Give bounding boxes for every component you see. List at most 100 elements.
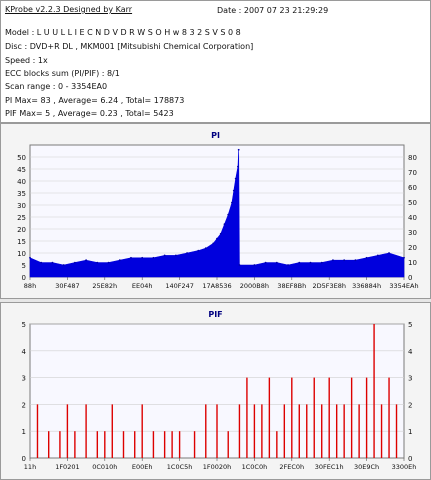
x-tick-label: E00Eh	[132, 463, 153, 471]
pi-data-point	[62, 264, 65, 266]
pi-data-point	[298, 261, 301, 264]
pi-data-point	[275, 261, 278, 264]
x-tick-label: 3300Eh	[392, 463, 417, 471]
y-left-tick-label: 35	[17, 190, 26, 198]
x-tick-label: 0C010h	[92, 463, 117, 471]
pi-data-point	[403, 256, 405, 259]
pi-data-point	[186, 252, 188, 254]
y-left-tick-label: 1	[22, 428, 26, 436]
pi-data-point	[237, 165, 239, 168]
pi-data-point	[237, 148, 240, 151]
x-tick-label: 1F0020h	[203, 463, 232, 471]
y-right-tick-label: 50	[408, 199, 417, 207]
y-right-tick-label: 80	[408, 154, 417, 162]
y-left-tick-label: 0	[22, 274, 26, 282]
x-tick-label: 30E9Ch	[354, 463, 379, 471]
pi-data-point	[163, 254, 166, 257]
ecc-info: ECC blocks sum (PI/PIF) : 8/1	[5, 69, 120, 78]
pi-data-point	[320, 261, 323, 264]
pi-data-point	[212, 242, 215, 245]
y-left-tick-label: 10	[17, 250, 26, 258]
pi-data-point	[130, 256, 132, 259]
y-left-tick-label: 5	[22, 321, 26, 329]
pi-data-point	[231, 201, 233, 204]
y-left-tick-label: 0	[22, 455, 26, 463]
pi-chart: PI 0 5 10 15 20 25 30 35 40 45 50 0 10 20 30 40 50 60 70 80 8…	[0, 123, 431, 299]
pi-data-point	[51, 261, 54, 264]
pi-data-point	[141, 256, 144, 259]
x-tick-label: 336884h	[352, 282, 381, 290]
y-right-tick-label: 0	[408, 274, 412, 282]
pi-data-point	[73, 261, 76, 264]
pi-data-point	[264, 261, 267, 264]
pi-data-point	[107, 261, 110, 264]
pi-data-point	[388, 252, 390, 254]
y-left-tick-label: 3	[22, 375, 26, 383]
y-left-tick-label: 40	[17, 178, 26, 186]
x-tick-label: 1F0201	[55, 463, 79, 471]
x-tick-label: 30FEC1h	[315, 463, 344, 471]
pi-data-point	[309, 261, 312, 264]
chart-title: PIF	[208, 310, 222, 319]
y-left-tick-label: 25	[17, 214, 26, 222]
pi-data-point	[253, 264, 256, 266]
y-left-tick-label: 15	[17, 238, 26, 246]
pi-data-point	[354, 259, 357, 262]
x-tick-label: 11h	[24, 463, 36, 471]
pi-data-point	[85, 259, 87, 262]
info-panel: KProbe v2.2.3 Designed by Karr Date : 20…	[0, 0, 431, 123]
y-right-tick-label: 2	[408, 401, 412, 409]
pi-data-point	[152, 256, 155, 259]
y-right-tick-label: 4	[408, 348, 413, 356]
speed-info: Speed : 1x	[5, 56, 48, 65]
x-tick-label: 2FEC0h	[279, 463, 304, 471]
x-tick-label: 88h	[24, 282, 36, 290]
y-right-tick-label: 30	[408, 229, 417, 237]
pi-data-point	[365, 256, 368, 259]
x-tick-label: 2000B8h	[240, 282, 269, 290]
y-right-tick-label: 60	[408, 184, 417, 192]
pi-data-point	[174, 254, 177, 257]
y-right-tick-label: 20	[408, 244, 417, 252]
pi-data-point	[197, 249, 200, 252]
pif-stats: PIF Max= 5 , Average= 0.23 , Total= 5423	[5, 109, 174, 118]
pi-data-point	[40, 261, 43, 264]
y-left-tick-label: 5	[22, 262, 26, 270]
y-left-tick-label: 20	[17, 226, 26, 234]
y-right-tick-label: 70	[408, 169, 417, 177]
y-left-tick-label: 2	[22, 401, 26, 409]
pi-data-point	[227, 213, 230, 216]
x-tick-label: EE04h	[132, 282, 153, 290]
scan-range: Scan range : 0 - 3354EA0	[5, 82, 108, 91]
pi-data-point	[232, 189, 235, 192]
y-right-tick-label: 40	[408, 214, 417, 222]
pi-data-point	[96, 261, 99, 264]
x-tick-label: 140F247	[165, 282, 194, 290]
x-tick-label: 3354EAh	[389, 282, 418, 290]
y-right-tick-label: 3	[408, 375, 412, 383]
pi-data-point	[287, 264, 289, 266]
pi-data-point	[223, 223, 226, 226]
x-tick-label: 1C0C0h	[242, 463, 268, 471]
pi-data-point	[238, 264, 241, 266]
pi-data-point	[376, 254, 379, 257]
scan-date: Date : 2007 07 23 21:29:29	[217, 6, 329, 15]
y-left-tick-label: 45	[17, 166, 26, 174]
disc-info: Disc : DVD+R DL , MKM001 [Mitsubishi Che…	[5, 42, 254, 51]
y-left-tick-label: 4	[22, 348, 27, 356]
x-tick-label: 17A8536	[202, 282, 231, 290]
pi-data-point	[332, 259, 334, 262]
chart-title: PI	[211, 131, 220, 140]
x-tick-label: 1C0C5h	[167, 463, 193, 471]
x-tick-label: 25E82h	[92, 282, 117, 290]
pi-data-point	[234, 177, 237, 180]
pi-data-point	[118, 259, 121, 262]
y-left-tick-label: 30	[17, 202, 26, 210]
y-right-tick-label: 0	[408, 455, 412, 463]
x-tick-label: 38EF8Bh	[277, 282, 306, 290]
y-left-tick-label: 50	[17, 154, 26, 162]
pi-data-point	[219, 232, 222, 235]
y-right-tick-label: 5	[408, 321, 412, 329]
pi-stats: PI Max= 83 , Average= 6.24 , Total= 1788…	[5, 96, 185, 105]
